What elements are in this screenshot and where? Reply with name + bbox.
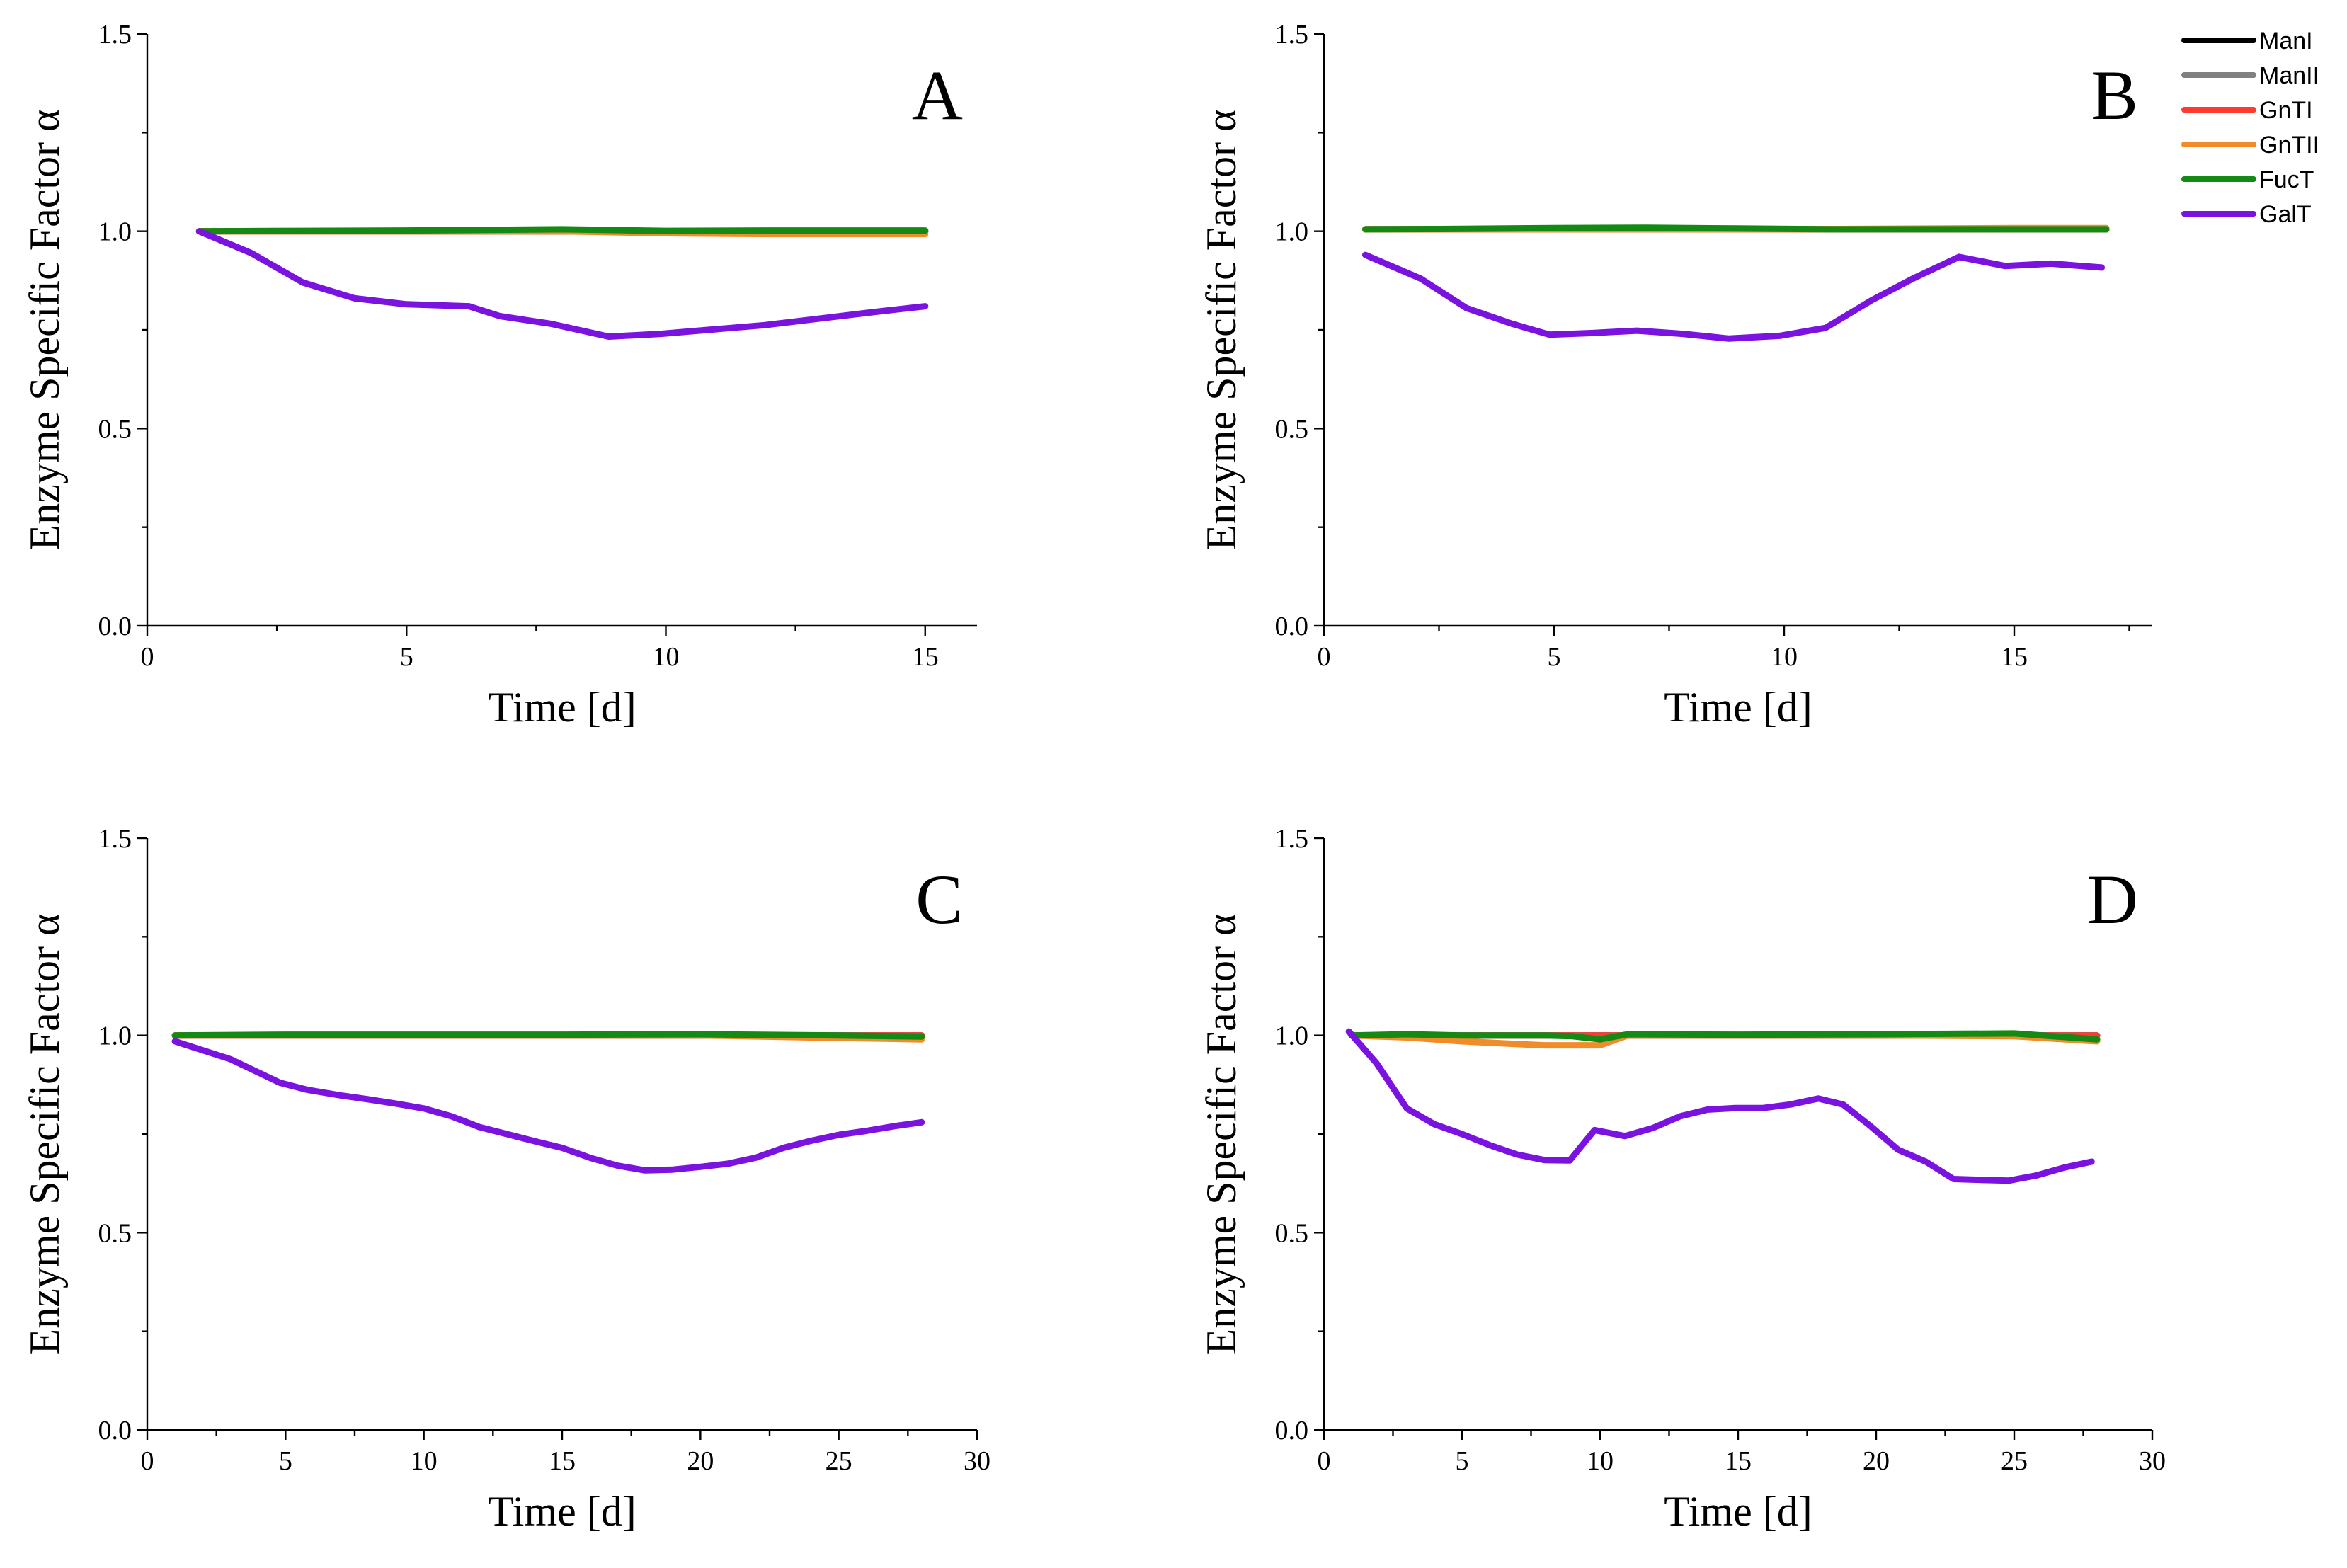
series-line-fuct [195,226,929,235]
x-axis-title: Time [d] [1664,684,1812,731]
chart-panel-c: 0.0 0.5 1.0 1.5 0 5 10 15 20 25 30 Time [d] Enzyme S… [21,824,990,1535]
legend-item-fuct: FucT [2181,166,2314,193]
legend-label: GnTII [2259,132,2319,159]
y-axis-title: Enzyme Specific Factor α [1198,110,1245,551]
x-axis-title: Time [d] [488,1488,636,1535]
legend-item-gntii: GnTII [2181,132,2319,159]
x-tick-label: 5 [1548,642,1561,672]
legend-item-manii: ManII [2181,62,2319,89]
series-line-galt [1362,251,2105,342]
x-tick-label: 0 [141,642,154,672]
legend-item-gnti: GnTI [2181,97,2313,124]
y-tick-label: 1.0 [98,1022,132,1051]
series-line-galt [195,228,929,340]
x-tick-label: 20 [687,1446,714,1476]
legend-item-galt: GalT [2181,201,2312,228]
x-axis-title: Time [d] [1664,1488,1812,1535]
x-tick-label: 10 [1771,642,1798,672]
legend-label: GalT [2259,201,2312,228]
x-tick-label: 10 [1587,1446,1614,1476]
y-axis-title: Enzyme Specific Factor α [21,914,68,1355]
x-tick-label: 25 [826,1446,852,1476]
y-tick-label: 0.0 [1275,612,1309,641]
legend-label: ManI [2259,28,2313,55]
y-tick-label: 1.0 [98,217,132,247]
chart-panel-a: 0.0 0.5 1.0 1.5 0 5 10 15 Time [d] Enzyme Specifi… [21,20,977,731]
x-tick-label: 5 [1456,1446,1469,1476]
x-tick-label: 0 [1318,1446,1331,1476]
x-tick-label: 10 [653,642,680,672]
x-tick-label: 5 [279,1446,292,1476]
axis-lines [1323,838,2152,1431]
y-tick-label: 1.5 [1275,20,1309,50]
y-tick-label: 0.0 [98,1416,132,1446]
y-tick-label: 1.5 [98,824,132,854]
y-tick-label: 1.0 [1275,1022,1309,1051]
panels-group: 0.0 0.5 1.0 1.5 0 5 10 15 Time [d] Enzyme Specifi… [21,20,2166,1535]
y-tick-label: 0.5 [98,414,132,444]
x-tick-label: 20 [1863,1446,1890,1476]
x-tick-label: 15 [912,642,939,672]
chart-panel-d: 0.0 0.5 1.0 1.5 0 5 10 15 20 25 30 Time [d] Enzyme S… [1198,824,2166,1535]
panel-label: A [912,56,963,135]
legend-item-mani: ManI [2181,28,2313,55]
series-line-fuct [1348,1030,2101,1043]
legend: ManI ManII GnTI GnTII FucT GalT [2181,28,2319,228]
legend-label: GnTI [2259,97,2313,124]
y-tick-label: 1.5 [98,20,132,50]
y-tick-label: 1.0 [1275,217,1309,247]
panel-label: B [2091,56,2138,135]
x-tick-label: 25 [2001,1446,2028,1476]
axis-lines [146,34,977,627]
x-tick-label: 5 [400,642,413,672]
x-tick-label: 15 [549,1446,576,1476]
panel-label: C [915,860,963,939]
x-tick-label: 10 [411,1446,438,1476]
y-tick-label: 0.5 [1275,414,1309,444]
legend-label: ManII [2259,62,2319,89]
y-tick-label: 0.0 [1275,1416,1309,1446]
x-tick-label: 15 [1725,1446,1752,1476]
series-line-fuct [171,1031,925,1040]
series-line-galt [1345,1028,2095,1184]
x-tick-label: 0 [141,1446,154,1476]
x-tick-label: 15 [2001,642,2028,672]
x-tick-label: 30 [2139,1446,2166,1476]
series-line-fuct [1362,224,2110,233]
series-line-galt [171,1038,925,1174]
x-tick-label: 30 [964,1446,990,1476]
x-axis-title: Time [d] [488,684,636,731]
axis-lines [1323,34,2152,627]
legend-label: FucT [2259,166,2314,193]
panel-label: D [2087,860,2138,939]
y-axis-title: Enzyme Specific Factor α [21,110,68,551]
y-axis-title: Enzyme Specific Factor α [1198,914,1245,1355]
x-tick-label: 0 [1318,642,1331,672]
y-tick-label: 1.5 [1275,824,1309,854]
y-tick-label: 0.5 [1275,1218,1309,1248]
y-tick-label: 0.5 [98,1218,132,1248]
y-tick-label: 0.0 [98,612,132,641]
chart-panel-b: 0.0 0.5 1.0 1.5 0 5 10 15 Time [d] Enzyme Specifi… [1198,20,2152,731]
